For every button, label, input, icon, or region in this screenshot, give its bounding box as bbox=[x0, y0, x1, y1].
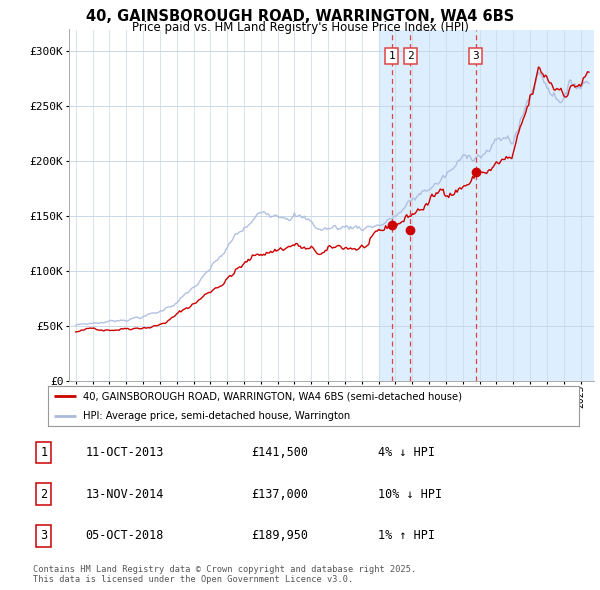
Text: 13-NOV-2014: 13-NOV-2014 bbox=[85, 487, 164, 501]
Text: 3: 3 bbox=[472, 51, 479, 61]
Text: 4% ↓ HPI: 4% ↓ HPI bbox=[378, 446, 435, 459]
Text: 1% ↑ HPI: 1% ↑ HPI bbox=[378, 529, 435, 542]
Text: 10% ↓ HPI: 10% ↓ HPI bbox=[378, 487, 442, 501]
Text: 40, GAINSBOROUGH ROAD, WARRINGTON, WA4 6BS: 40, GAINSBOROUGH ROAD, WARRINGTON, WA4 6… bbox=[86, 9, 514, 24]
Bar bbox=[379, 30, 594, 381]
Text: HPI: Average price, semi-detached house, Warrington: HPI: Average price, semi-detached house,… bbox=[83, 411, 350, 421]
Text: 40, GAINSBOROUGH ROAD, WARRINGTON, WA4 6BS (semi-detached house): 40, GAINSBOROUGH ROAD, WARRINGTON, WA4 6… bbox=[83, 391, 461, 401]
Text: £189,950: £189,950 bbox=[251, 529, 308, 542]
Text: Contains HM Land Registry data © Crown copyright and database right 2025.
This d: Contains HM Land Registry data © Crown c… bbox=[33, 565, 416, 584]
Text: 3: 3 bbox=[40, 529, 47, 542]
Text: 05-OCT-2018: 05-OCT-2018 bbox=[85, 529, 164, 542]
Text: 1: 1 bbox=[388, 51, 395, 61]
Text: 2: 2 bbox=[407, 51, 413, 61]
Text: £137,000: £137,000 bbox=[251, 487, 308, 501]
Text: 11-OCT-2013: 11-OCT-2013 bbox=[85, 446, 164, 459]
Text: Price paid vs. HM Land Registry's House Price Index (HPI): Price paid vs. HM Land Registry's House … bbox=[131, 21, 469, 34]
Text: 2: 2 bbox=[40, 487, 47, 501]
Text: 1: 1 bbox=[40, 446, 47, 459]
Text: £141,500: £141,500 bbox=[251, 446, 308, 459]
